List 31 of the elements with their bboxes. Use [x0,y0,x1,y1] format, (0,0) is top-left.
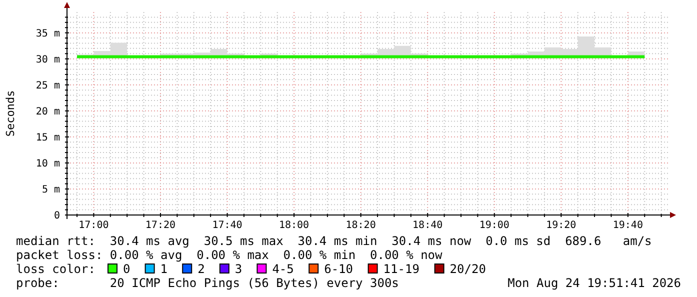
x-tick-label: 18:20 [346,220,376,231]
text: 11-19 [383,262,420,276]
y-tick-label: 10 m [36,158,60,170]
text: 1 [160,262,168,276]
text: loss color: [16,262,96,276]
text: packet loss: 0.00 % avg 0.00 % max 0.00 % min 0.00 % now [16,248,444,262]
x-tick-label: 18:00 [278,220,310,231]
x-tick-label: 19:20 [546,220,576,231]
x-tick-label: 17:00 [78,220,109,231]
y-axis-title: Seconds [4,90,17,137]
x-tick-label: 18:40 [412,220,443,231]
y-tick-label: 5 m [42,184,60,196]
y-tick-label: 25 m [36,80,60,92]
y-tick-label: 15 m [36,132,60,144]
text: 4-5 [272,262,294,276]
y-tick-label: 35 m [36,28,60,40]
text: 3 [234,262,242,276]
text: 6-10 [324,262,354,276]
y-tick-label: 20 m [36,106,60,118]
text: probe: 20 ICMP Echo Pings (56 Bytes) every 300s [16,276,399,290]
x-tick-label: 19:40 [612,220,643,231]
text: 2 [198,262,205,276]
text: median rtt: 30.4 ms avg 30.5 ms max 30.4 ms min 30.4 ms now 0.0 ms sd 689.6 am/s [16,234,652,248]
text: 20/20 [450,262,486,276]
y-tick-label: 30 m [36,54,60,66]
text: 0 [123,262,130,276]
text: Mon Aug 24 19:51:41 2026 [508,276,681,290]
y-tick-label: 0 [54,210,60,222]
x-tick-label: 17:20 [145,220,176,231]
x-tick-label: 17:40 [212,220,242,231]
x-tick-label: 19:00 [479,220,510,231]
